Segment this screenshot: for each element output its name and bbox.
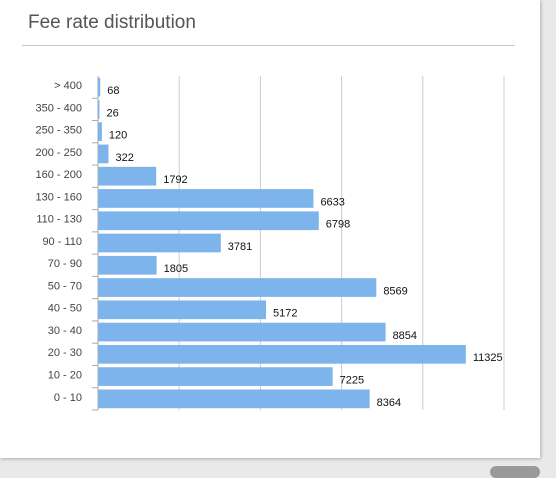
data-label: 8854: [393, 330, 417, 342]
y-tick-label: > 400: [54, 80, 82, 92]
y-tick-label: 130 - 160: [36, 191, 82, 203]
data-label: 322: [115, 152, 133, 164]
fee-rate-chart: > 400 68 350 - 400 26 250 - 350 120 200 - 250 3…: [36, 76, 505, 411]
bar: [98, 166, 157, 186]
data-label: 26: [107, 107, 119, 119]
y-tick-label: 10 - 20: [48, 370, 82, 382]
bar: [98, 389, 370, 409]
bar: [98, 322, 386, 342]
y-tick-label: 30 - 40: [48, 325, 82, 337]
chart-panel: Fee rate distribution > 400 68 350 - 400 26…: [0, 0, 540, 458]
panel-title: Fee rate distribution: [28, 12, 196, 33]
bar: [98, 300, 266, 320]
data-label: 6633: [320, 196, 344, 208]
data-label: 8569: [383, 285, 407, 297]
data-label: 68: [107, 85, 119, 97]
bar: [98, 255, 157, 275]
y-tick-label: 350 - 400: [36, 102, 82, 114]
data-label: 1792: [163, 174, 187, 186]
y-tick-label: 200 - 250: [36, 147, 82, 159]
bar: [98, 189, 314, 208]
bar: [98, 144, 109, 164]
data-label: 5172: [273, 308, 297, 320]
title-divider: [22, 45, 515, 46]
data-label: 11325: [473, 352, 503, 364]
data-label: 1805: [164, 263, 188, 275]
y-tick-label: 160 - 200: [36, 169, 82, 181]
bar: [98, 278, 377, 297]
y-tick-label: 250 - 350: [36, 125, 82, 137]
bar: [98, 344, 466, 364]
bar: [98, 122, 102, 142]
bar: [98, 367, 333, 386]
scroll-handle[interactable]: [490, 466, 540, 478]
bar: [98, 77, 101, 97]
data-label: 7225: [340, 375, 364, 387]
bar: [98, 211, 319, 231]
y-tick-label: 50 - 70: [48, 280, 82, 292]
y-tick-label: 90 - 110: [42, 236, 82, 248]
y-tick-label: 110 - 130: [36, 214, 82, 226]
data-label: 8364: [377, 397, 401, 409]
y-tick-label: 70 - 90: [48, 258, 82, 270]
y-tick-label: 20 - 30: [48, 347, 82, 359]
y-tick-label: 40 - 50: [48, 303, 82, 315]
y-tick-label: 0 - 10: [54, 392, 82, 404]
data-label: 120: [109, 130, 127, 142]
bar: [98, 100, 100, 119]
bar: [98, 233, 221, 253]
data-label: 6798: [326, 219, 350, 231]
data-label: 3781: [228, 241, 252, 253]
